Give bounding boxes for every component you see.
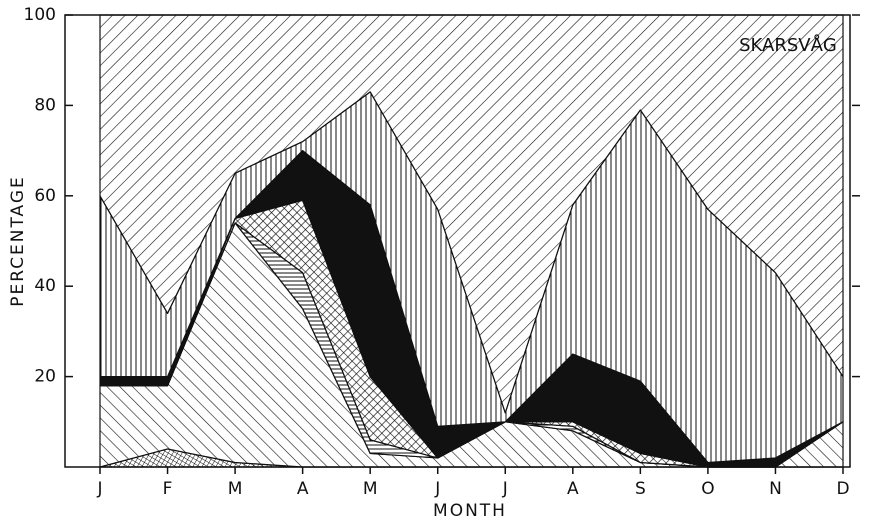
- x-tick-label: J: [96, 479, 102, 499]
- x-tick-label: A: [567, 479, 579, 499]
- x-tick-label: J: [502, 479, 508, 499]
- x-tick-label: O: [701, 479, 714, 499]
- areas: [99, 14, 844, 468]
- x-tick-label: M: [228, 479, 243, 499]
- y-tick-label: 60: [34, 186, 56, 206]
- x-tick-label: S: [635, 479, 646, 499]
- y-tick-label: 80: [34, 95, 56, 115]
- x-tick-label: F: [163, 479, 173, 499]
- y-tick-label: 40: [34, 276, 56, 296]
- x-tick-label: M: [363, 479, 378, 499]
- x-tick-label: A: [297, 479, 309, 499]
- plot-frame: [64, 14, 851, 468]
- y-tick-label: 20: [34, 367, 56, 387]
- annotation: SKARSVÅG: [739, 34, 837, 56]
- y-axis-label: PERCENTAGE: [8, 175, 28, 307]
- x-tick-label: J: [434, 479, 440, 499]
- x-axis-label: MONTH: [433, 501, 507, 521]
- x-tick-label: D: [836, 479, 849, 499]
- y-tick-label: 100: [24, 5, 56, 25]
- x-tick-label: N: [769, 479, 782, 499]
